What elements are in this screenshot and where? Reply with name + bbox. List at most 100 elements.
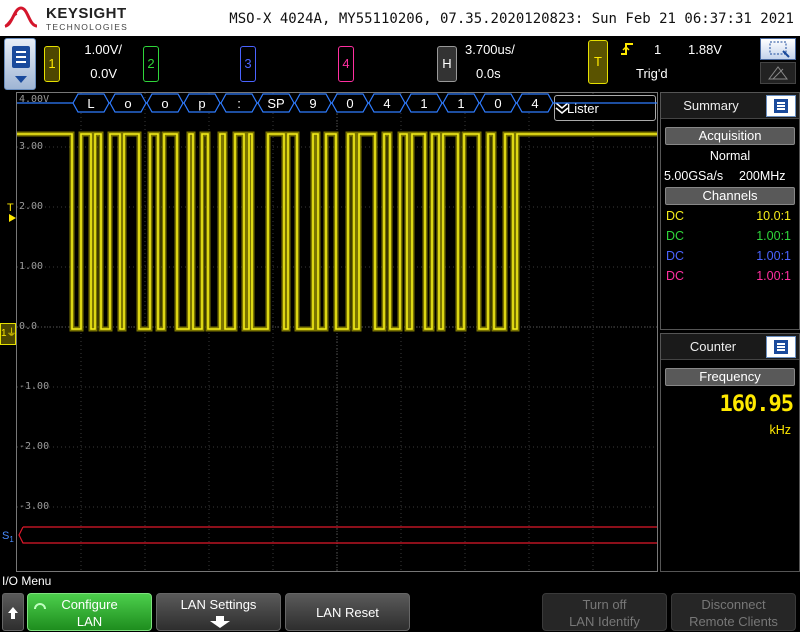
channel-3-coupling: DC [666,249,685,263]
softkey-5-line2: Remote Clients [689,614,778,629]
trigger-source[interactable]: 1 [654,42,662,57]
trigger-status: Trig'd [636,66,668,81]
decode-packet [109,93,147,113]
v-label-5: -1.00 [19,381,50,392]
trigger-level-arrow-icon [9,214,16,222]
v-label-3: 1.00 [19,261,44,272]
main-menu-button[interactable] [4,38,36,90]
v-label-4: 0.0 [19,321,38,332]
softkey-3-line1: LAN Reset [316,605,379,620]
channel-2-probe-ratio: 1.00:1 [756,229,791,243]
softkey-1-line2: LAN [76,614,103,629]
counter-title: Counter [689,339,737,354]
channel-1-offset[interactable]: 0.0V [90,66,117,81]
v-label-1: 3.00 [19,141,44,152]
lister-label: Lister [567,101,599,116]
menu-title: I/O Menu [2,574,52,588]
decode-symbol: 0 [346,96,353,111]
horizontal-delay[interactable]: 0.0s [476,66,501,81]
brand-subtitle: TECHNOLOGIES [46,22,128,32]
decode-symbol: o [124,96,131,111]
keysight-wave-icon [4,6,38,28]
summary-panel: Summary Acquisition Normal 5.00GSa/s 200… [660,92,800,330]
decode-packet [479,93,517,113]
menu-icon [774,340,788,354]
device-info: MSO-X 4024A, MY55110206, 07.35.202012082… [229,11,794,27]
title-bar: KEYSIGHT TECHNOLOGIES MSO-X 4024A, MY551… [0,0,800,36]
chevron-down-icon [15,76,27,83]
waveform-display[interactable]: 4.00V 3.00 2.00 1.00 0.0 -1.00 -2.00 -3.… [16,92,658,572]
decode-symbol: 4 [383,96,390,111]
lan-settings-softkey[interactable]: LAN Settings [156,593,281,631]
decode-symbol: L [87,96,94,111]
bandwidth: 200MHz [739,169,786,183]
lan-reset-softkey[interactable]: LAN Reset [285,593,410,631]
counter-header: Counter [661,334,799,360]
decode-packet [405,93,443,113]
turn-off-lan-identify-softkey[interactable]: Turn off LAN Identify [542,593,667,631]
acquisition-mode: Normal [709,149,751,163]
serial-bus-marker[interactable]: S1 [2,530,14,545]
decode-symbol: 9 [309,96,316,111]
disconnect-remote-clients-softkey[interactable]: Disconnect Remote Clients [671,593,796,631]
zoom-select-button[interactable] [760,38,796,60]
frequency-header: Frequency [665,368,795,386]
sample-rate: 5.00GSa/s [664,169,724,183]
channel-3-probe-ratio: 1.00:1 [756,249,791,263]
horizontal-key[interactable]: H [437,46,457,82]
frequency-value: 160.95 [719,392,794,417]
softkey-1-line1: Configure [61,597,118,612]
channel-2-key[interactable]: 2 [143,46,159,82]
summary-menu-button[interactable] [766,95,796,117]
decode-symbol: SP [267,96,284,111]
configure-lan-softkey[interactable]: Configure LAN [27,593,152,631]
channel-4-probe-ratio: 1.00:1 [756,269,791,283]
counter-menu-button[interactable] [766,336,796,358]
decode-packet [72,93,110,113]
double-chevron-down-icon [555,102,569,114]
channel-3-key[interactable]: 3 [240,46,256,82]
decode-packet [183,93,221,113]
menu-back-button[interactable] [2,593,24,631]
decode-packet [368,93,406,113]
softkey-4-line2: LAN Identify [569,614,640,629]
zoom-box-icon [769,41,790,58]
channel-4-key[interactable]: 4 [338,46,354,82]
summary-header: Summary [661,93,799,119]
frequency-unit: kHz [769,423,791,437]
channels-header: Channels [665,187,795,205]
decode-symbol: p [198,96,205,111]
horizontal-scale[interactable]: 3.700us/ [465,42,515,57]
decode-packet [442,93,480,113]
acquisition-header: Acquisition [665,127,795,145]
channel-1-scale[interactable]: 1.00V/ [84,42,122,57]
trigger-level[interactable]: 1.88V [688,42,722,57]
waveform-trace [17,133,657,330]
trigger-key[interactable]: T [588,40,608,84]
channel-1-key[interactable]: 1 [44,46,60,82]
channel-2-coupling: DC [666,229,685,243]
softkey-5-line1: Disconnect [701,597,766,612]
decode-packet [294,93,332,113]
submenu-arrow-icon [210,616,230,628]
channel-1-waveform [17,131,657,544]
serial-bus-red-trace [18,526,657,544]
menu-document-icon [12,46,30,68]
decode-packet [146,93,184,113]
decode-packet [331,93,369,113]
decode-symbol: 4 [531,96,538,111]
decode-symbol: 0 [494,96,501,111]
decode-packet [257,93,295,113]
v-label-0: 4.00V [19,94,50,105]
brand-name: KEYSIGHT [46,5,127,22]
decode-symbol: 1 [420,96,427,111]
menu-icon [774,99,788,113]
counter-panel: Counter Frequency 160.95 kHz [660,333,800,572]
touch-gesture-button[interactable] [760,62,796,84]
channel-1-ground-marker[interactable]: 1⏚ [0,323,17,345]
lister-button[interactable]: Lister [554,95,656,121]
decode-symbol: : [237,96,241,111]
trigger-level-marker[interactable]: T [7,202,14,214]
softkey-4-line1: Turn off [582,597,627,612]
